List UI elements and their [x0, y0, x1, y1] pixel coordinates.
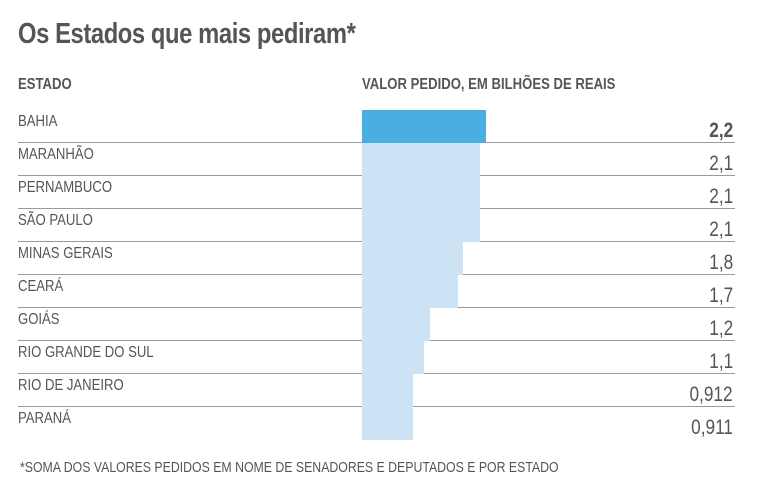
value-label: 2,1 — [709, 152, 733, 175]
table-row: RIO DE JANEIRO 0,912 — [18, 374, 735, 407]
bar — [362, 176, 481, 209]
state-label: GOIÁS — [18, 311, 60, 328]
value-label: 1,8 — [709, 251, 733, 274]
state-label: RIO DE JANEIRO — [18, 377, 124, 394]
column-header-state: ESTADO — [18, 76, 72, 93]
state-label: PARANÁ — [18, 410, 71, 427]
value-label: 2,1 — [709, 218, 733, 241]
state-label: MINAS GERAIS — [18, 245, 113, 262]
table-row: MARANHÃO 2,1 — [18, 143, 735, 176]
value-label: 0,911 — [691, 416, 733, 439]
table-row: RIO GRANDE DO SUL 1,1 — [18, 341, 735, 374]
value-label: 1,7 — [709, 284, 733, 307]
bar — [362, 374, 414, 407]
state-label: BAHIA — [18, 113, 58, 130]
value-label: 1,2 — [709, 317, 733, 340]
table-row: GOIÁS 1,2 — [18, 308, 735, 341]
state-label: PERNAMBUCO — [18, 179, 113, 196]
bar — [362, 242, 464, 275]
table-row: PARANÁ 0,911 — [18, 407, 735, 440]
bar — [362, 341, 424, 374]
value-label: 0,912 — [689, 383, 733, 406]
footnote: *SOMA DOS VALORES PEDIDOS EM NOME DE SEN… — [20, 459, 559, 476]
table-row: BAHIA 2,2 — [18, 110, 735, 143]
state-label: RIO GRANDE DO SUL — [18, 344, 154, 361]
column-header-value: VALOR PEDIDO, EM BILHÕES DE REAIS — [362, 76, 616, 93]
bar — [362, 143, 481, 176]
chart-title: Os Estados que mais pediram* — [18, 18, 356, 50]
state-label: MARANHÃO — [18, 146, 94, 163]
state-label: CEARÁ — [18, 278, 64, 295]
bar — [362, 275, 458, 308]
table-row: CEARÁ 1,7 — [18, 275, 735, 308]
table-row: SÃO PAULO 2,1 — [18, 209, 735, 242]
bar — [362, 110, 486, 143]
value-label: 2,2 — [709, 119, 733, 142]
table-row: PERNAMBUCO 2,1 — [18, 176, 735, 209]
state-label: SÃO PAULO — [18, 212, 93, 229]
bar-rows: BAHIA 2,2 MARANHÃO 2,1 PERNAMBUCO 2,1 SÃO PAUL… — [18, 110, 735, 440]
bar — [362, 308, 430, 341]
value-label: 1,1 — [709, 350, 733, 373]
table-row: MINAS GERAIS 1,8 — [18, 242, 735, 275]
value-label: 2,1 — [709, 185, 733, 208]
bar — [362, 407, 414, 440]
bar — [362, 209, 481, 242]
